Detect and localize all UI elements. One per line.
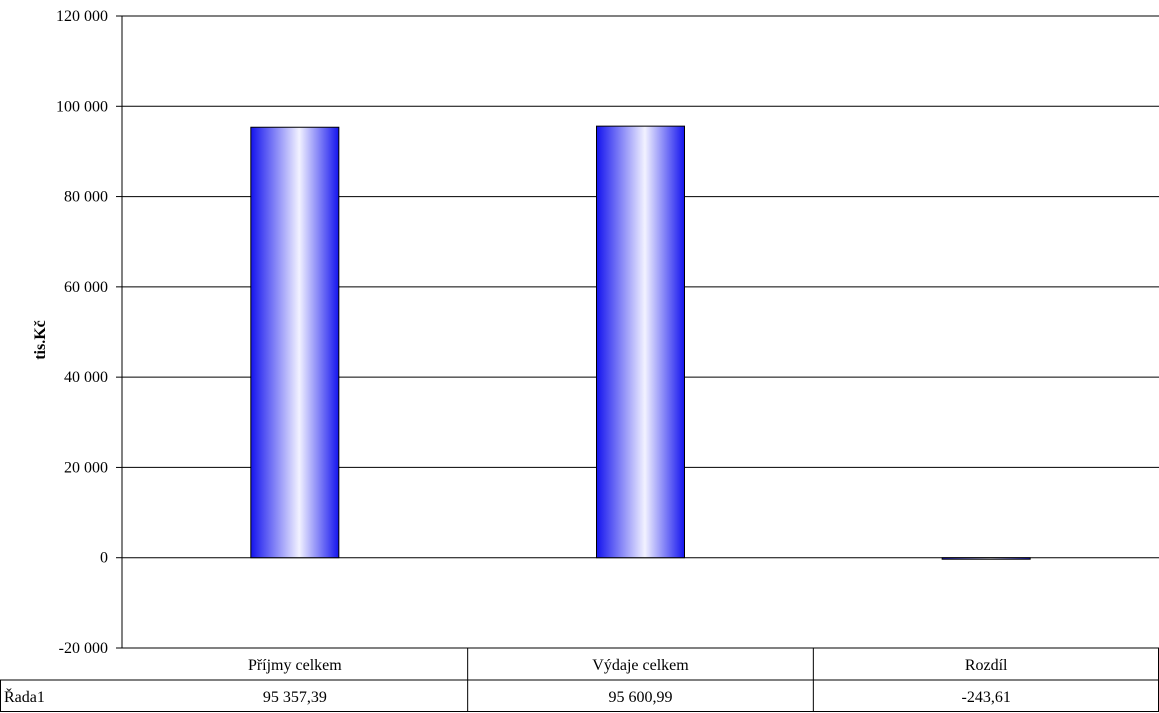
y-tick-label: 0 bbox=[100, 550, 108, 567]
y-axis-label: tis.Kč bbox=[32, 320, 49, 360]
data-label: -243,61 bbox=[962, 689, 1011, 706]
y-tick-label: 40 000 bbox=[64, 369, 108, 386]
data-table: Příjmy celkem Výdaje celkem Rozdíl Řada1 95 … bbox=[0, 647, 1159, 712]
y-tick-label: 80 000 bbox=[64, 189, 108, 206]
bar bbox=[596, 125, 685, 559]
axes: -20 000 0 20 000 40 000 60 000 80 000 100 000 1… bbox=[56, 8, 123, 657]
bar bbox=[250, 126, 340, 559]
x-category-label: Příjmy celkem bbox=[248, 657, 342, 674]
x-category-label: Výdaje celkem bbox=[592, 657, 689, 674]
data-label: 95 357,39 bbox=[263, 689, 327, 706]
y-tick-label: 60 000 bbox=[64, 279, 108, 296]
data-label: 95 600,99 bbox=[609, 689, 673, 706]
y-tick-label: -20 000 bbox=[59, 640, 108, 657]
x-category-label: Rozdíl bbox=[965, 657, 1008, 674]
y-tick-label: 100 000 bbox=[56, 98, 108, 115]
bars bbox=[250, 125, 1031, 560]
bar bbox=[941, 557, 1031, 560]
y-tick-label: 20 000 bbox=[64, 459, 108, 476]
series-name: Řada1 bbox=[4, 687, 45, 706]
y-tick-label: 120 000 bbox=[56, 8, 108, 25]
